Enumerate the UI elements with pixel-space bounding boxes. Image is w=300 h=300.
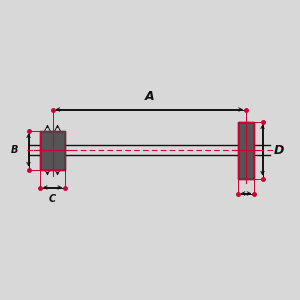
Text: D: D: [274, 143, 284, 157]
Text: A: A: [145, 91, 155, 103]
Bar: [40, 130, 65, 170]
Bar: [40, 130, 65, 170]
Text: B: B: [11, 145, 18, 155]
Bar: [238, 122, 254, 178]
Text: C: C: [49, 194, 56, 203]
Bar: [238, 122, 254, 178]
